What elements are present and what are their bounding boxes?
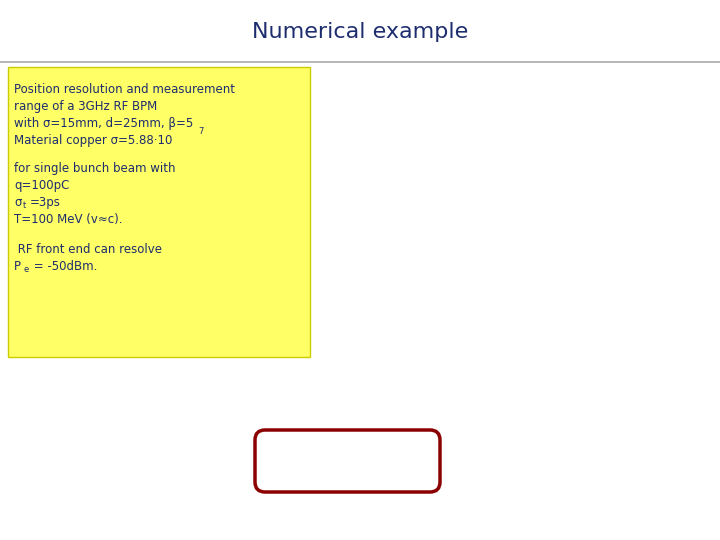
- Text: e: e: [24, 265, 30, 274]
- Text: t: t: [23, 201, 26, 210]
- Text: range of a 3GHz RF BPM: range of a 3GHz RF BPM: [14, 100, 157, 113]
- Text: RF front end can resolve: RF front end can resolve: [14, 243, 162, 256]
- Text: P: P: [14, 260, 21, 273]
- Text: Position resolution and measurement: Position resolution and measurement: [14, 83, 235, 96]
- Text: = -50dBm.: = -50dBm.: [30, 260, 97, 273]
- Text: q=100pC: q=100pC: [14, 179, 69, 192]
- Text: =3ps: =3ps: [30, 196, 61, 209]
- Text: 7: 7: [198, 127, 203, 136]
- Text: T=100 MeV (v≈c).: T=100 MeV (v≈c).: [14, 213, 122, 226]
- Text: Material copper σ=5.88·10: Material copper σ=5.88·10: [14, 134, 172, 147]
- Text: σ: σ: [14, 196, 22, 209]
- Text: for single bunch beam with: for single bunch beam with: [14, 162, 176, 175]
- Text: Numerical example: Numerical example: [252, 22, 468, 42]
- FancyBboxPatch shape: [8, 67, 310, 357]
- Text: with σ=15mm, d=25mm, β=5: with σ=15mm, d=25mm, β=5: [14, 117, 193, 130]
- FancyBboxPatch shape: [255, 430, 440, 492]
